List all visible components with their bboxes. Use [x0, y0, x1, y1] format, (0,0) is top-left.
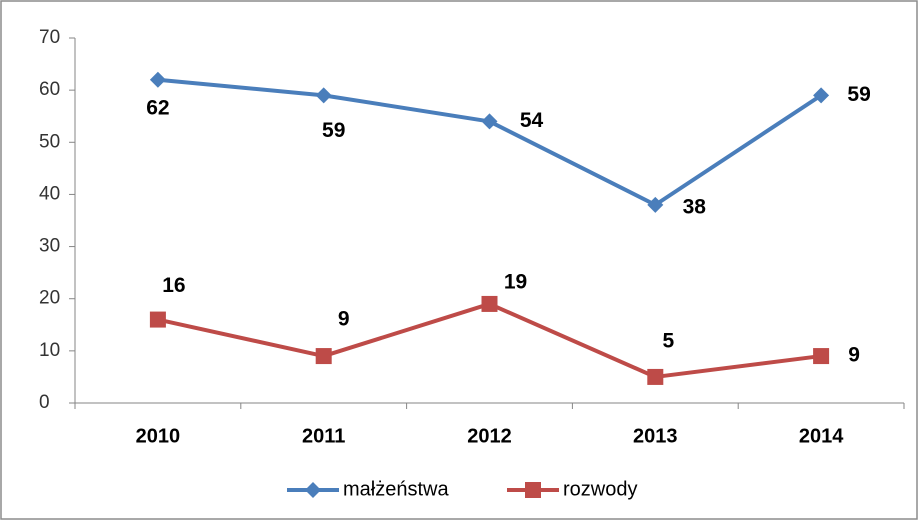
legend-label: małżeństwa — [343, 478, 449, 500]
y-tick-label: 30 — [39, 236, 60, 257]
y-tick-label: 10 — [39, 340, 60, 361]
y-tick-label: 50 — [39, 131, 60, 152]
data-label: 59 — [847, 83, 870, 106]
point-marker — [481, 113, 498, 130]
y-tick-label: 70 — [39, 27, 60, 48]
point-marker — [149, 71, 166, 88]
data-label: 38 — [683, 195, 707, 218]
point-marker — [647, 196, 664, 213]
y-tick-label: 60 — [39, 79, 60, 100]
legend-label: rozwody — [563, 478, 637, 500]
point-marker — [813, 87, 830, 104]
y-tick-label: 20 — [39, 288, 60, 309]
point-marker — [149, 311, 166, 328]
legend-marker — [305, 482, 321, 498]
x-tick-label: 2014 — [799, 425, 844, 447]
x-tick-label: 2012 — [467, 425, 512, 447]
x-tick-label: 2011 — [302, 425, 345, 447]
data-label: 5 — [662, 329, 674, 352]
x-tick-label: 2010 — [136, 425, 181, 447]
data-label: 59 — [322, 119, 345, 142]
point-marker — [315, 87, 332, 104]
point-marker — [647, 368, 664, 385]
legend-marker — [525, 482, 541, 498]
data-label: 9 — [848, 344, 860, 367]
y-tick-label: 0 — [39, 392, 50, 413]
point-marker — [315, 348, 332, 365]
point-marker — [813, 348, 830, 365]
data-label: 16 — [162, 274, 185, 297]
data-label: 54 — [520, 109, 544, 132]
x-tick-label: 2013 — [633, 425, 678, 447]
data-label: 9 — [338, 308, 350, 331]
point-marker — [481, 295, 498, 312]
y-tick-label: 40 — [39, 183, 60, 204]
data-label: 19 — [504, 270, 527, 293]
data-label: 62 — [146, 96, 169, 119]
